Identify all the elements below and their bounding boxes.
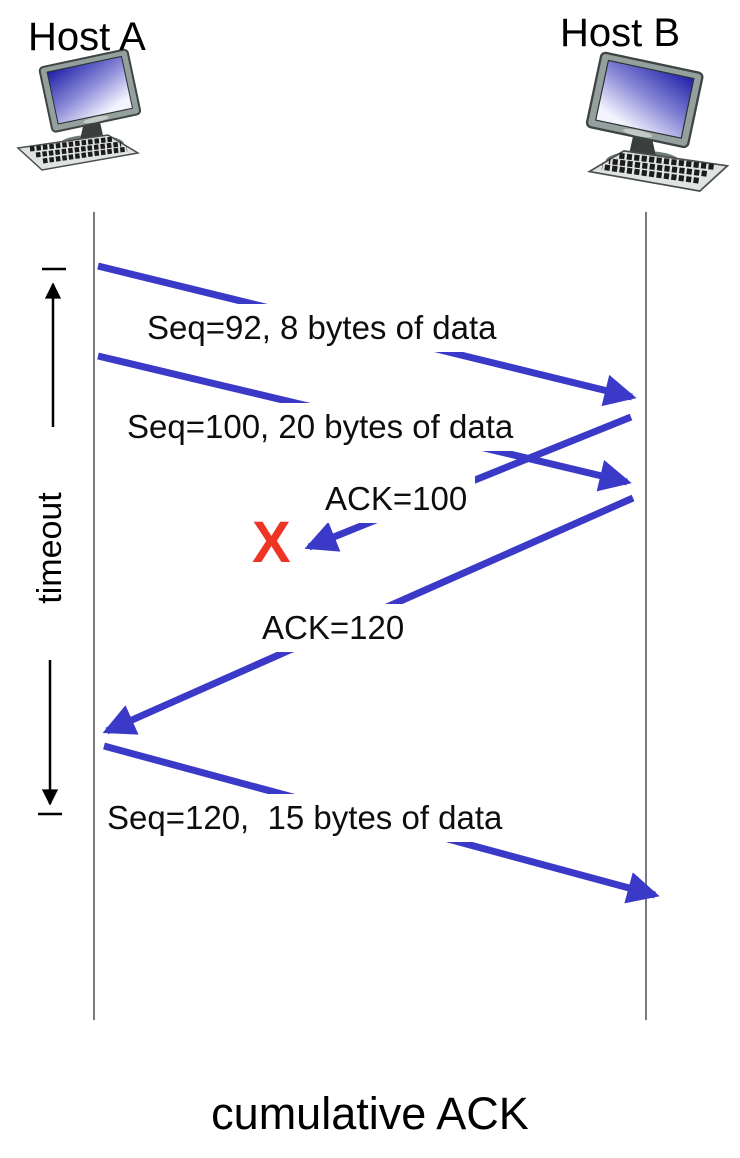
timeout-label: timeout [31, 492, 69, 604]
host-a-label: Host A [28, 15, 146, 59]
ack120-label: ACK=120 [254, 604, 413, 652]
diagram-caption: cumulative ACK [211, 1088, 529, 1139]
host-b-computer-icon [585, 51, 730, 193]
seq92-label: Seq=92, 8 bytes of data [139, 304, 505, 352]
seq120-label: Seq=120, 15 bytes of data [99, 794, 511, 842]
host-a-computer-icon [16, 48, 142, 171]
packet-loss-x-marker: X [252, 510, 291, 575]
ack100-label: ACK=100 [317, 475, 476, 523]
host-b-label: Host B [560, 11, 681, 55]
seq100-label: Seq=100, 20 bytes of data [119, 403, 522, 451]
